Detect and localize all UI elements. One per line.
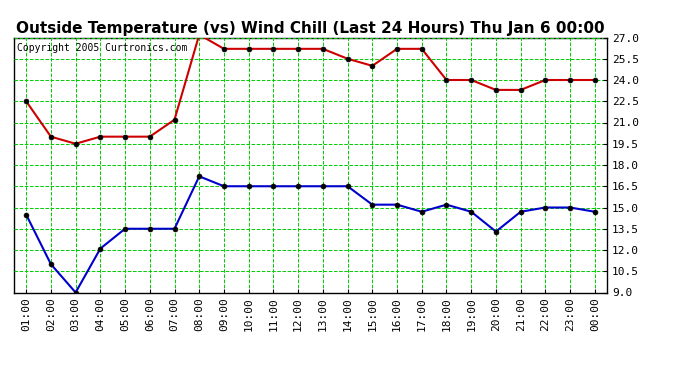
Text: Copyright 2005 Curtronics.com: Copyright 2005 Curtronics.com — [17, 43, 187, 52]
Title: Outside Temperature (vs) Wind Chill (Last 24 Hours) Thu Jan 6 00:00: Outside Temperature (vs) Wind Chill (Las… — [16, 21, 605, 36]
